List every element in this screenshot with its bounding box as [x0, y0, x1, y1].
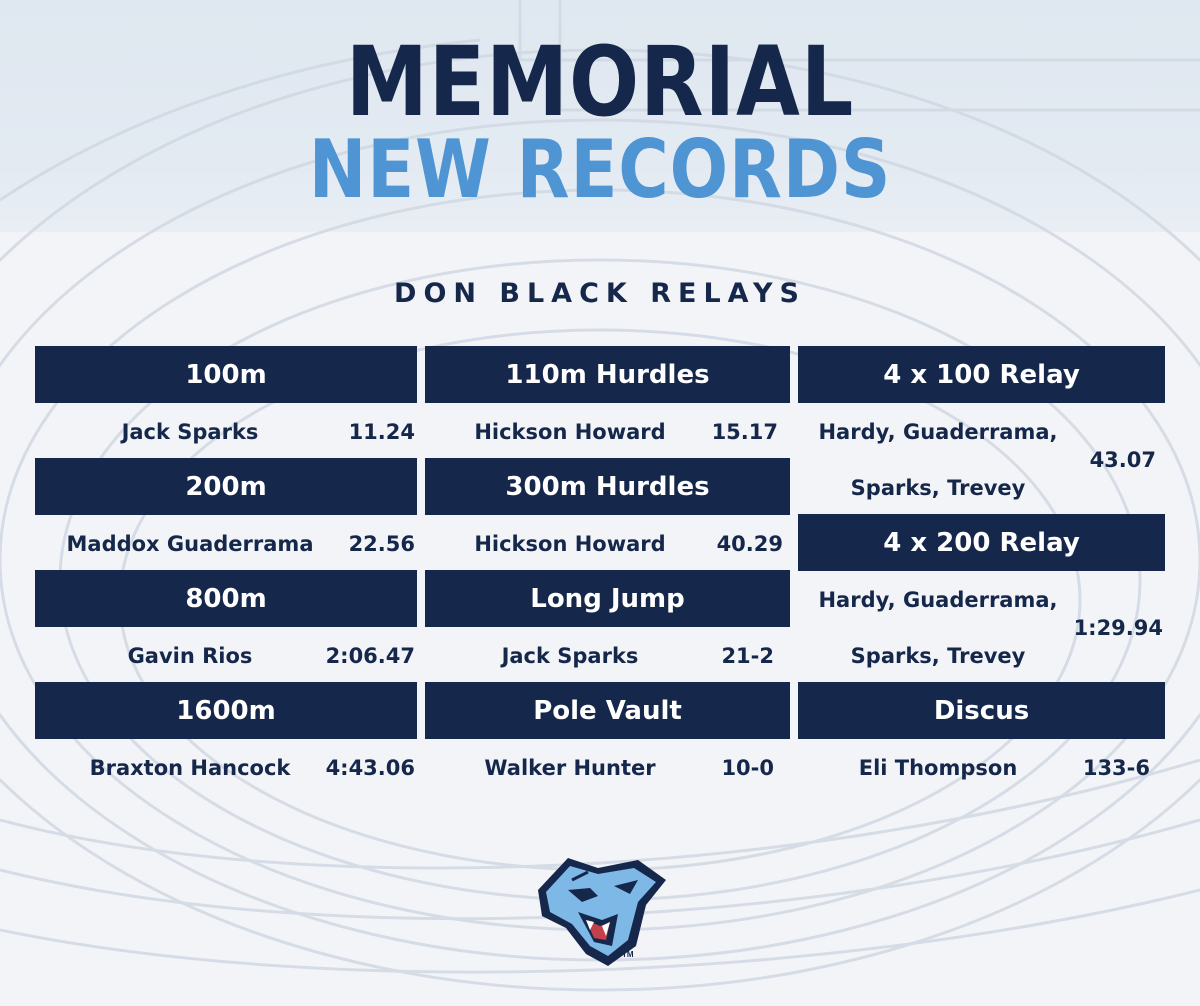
athlete-name: Walker Hunter: [484, 756, 656, 780]
title-memorial: MEMORIAL: [345, 26, 855, 138]
meet-name: DON BLACK RELAYS: [394, 278, 806, 309]
title-block: MEMORIAL NEW RECORDS: [0, 30, 1200, 210]
event-header: 4 x 200 Relay: [798, 514, 1165, 571]
event-header: 300m Hurdles: [425, 458, 790, 515]
athlete-name-line1: Hardy, Guaderrama,: [818, 588, 1058, 612]
event-header: 100m: [35, 346, 417, 403]
panther-head-icon: [538, 858, 666, 966]
record-mark: 15.17: [711, 420, 778, 444]
record-mark: 1:29.94: [1073, 616, 1163, 640]
record-mark: 40.29: [716, 532, 783, 556]
trademark-label: TM: [622, 950, 634, 959]
athlete-name: Jack Sparks: [501, 644, 639, 668]
event-header: 1600m: [35, 682, 417, 739]
athlete-name: Gavin Rios: [127, 644, 253, 668]
record-mark: 21-2: [721, 644, 774, 668]
athlete-name: Maddox Guaderrama: [66, 532, 314, 556]
record-mark: 133-6: [1082, 756, 1150, 780]
title-new-records: NEW RECORDS: [308, 123, 892, 216]
athlete-name-line1: Hardy, Guaderrama,: [818, 420, 1058, 444]
athlete-name-line2: Sparks, Trevey: [850, 644, 1026, 668]
record-mark: 10-0: [721, 756, 774, 780]
event-header: 4 x 100 Relay: [798, 346, 1165, 403]
record-mark: 22.56: [348, 532, 415, 556]
event-header: 200m: [35, 458, 417, 515]
athlete-name: Braxton Hancock: [89, 756, 291, 780]
event-header: Long Jump: [425, 570, 790, 627]
record-mark: 4:43.06: [325, 756, 415, 780]
record-mark: 11.24: [348, 420, 415, 444]
event-header: Pole Vault: [425, 682, 790, 739]
athlete-name: Hickson Howard: [474, 420, 666, 444]
athlete-name: Jack Sparks: [121, 420, 259, 444]
athlete-name: Eli Thompson: [858, 756, 1018, 780]
record-mark: 2:06.47: [325, 644, 415, 668]
event-header: 110m Hurdles: [425, 346, 790, 403]
record-mark: 43.07: [1089, 448, 1156, 472]
event-header: 800m: [35, 570, 417, 627]
athlete-name-line2: Sparks, Trevey: [850, 476, 1026, 500]
event-header: Discus: [798, 682, 1165, 739]
header-band: [0, 0, 1200, 232]
athlete-name: Hickson Howard: [474, 532, 666, 556]
